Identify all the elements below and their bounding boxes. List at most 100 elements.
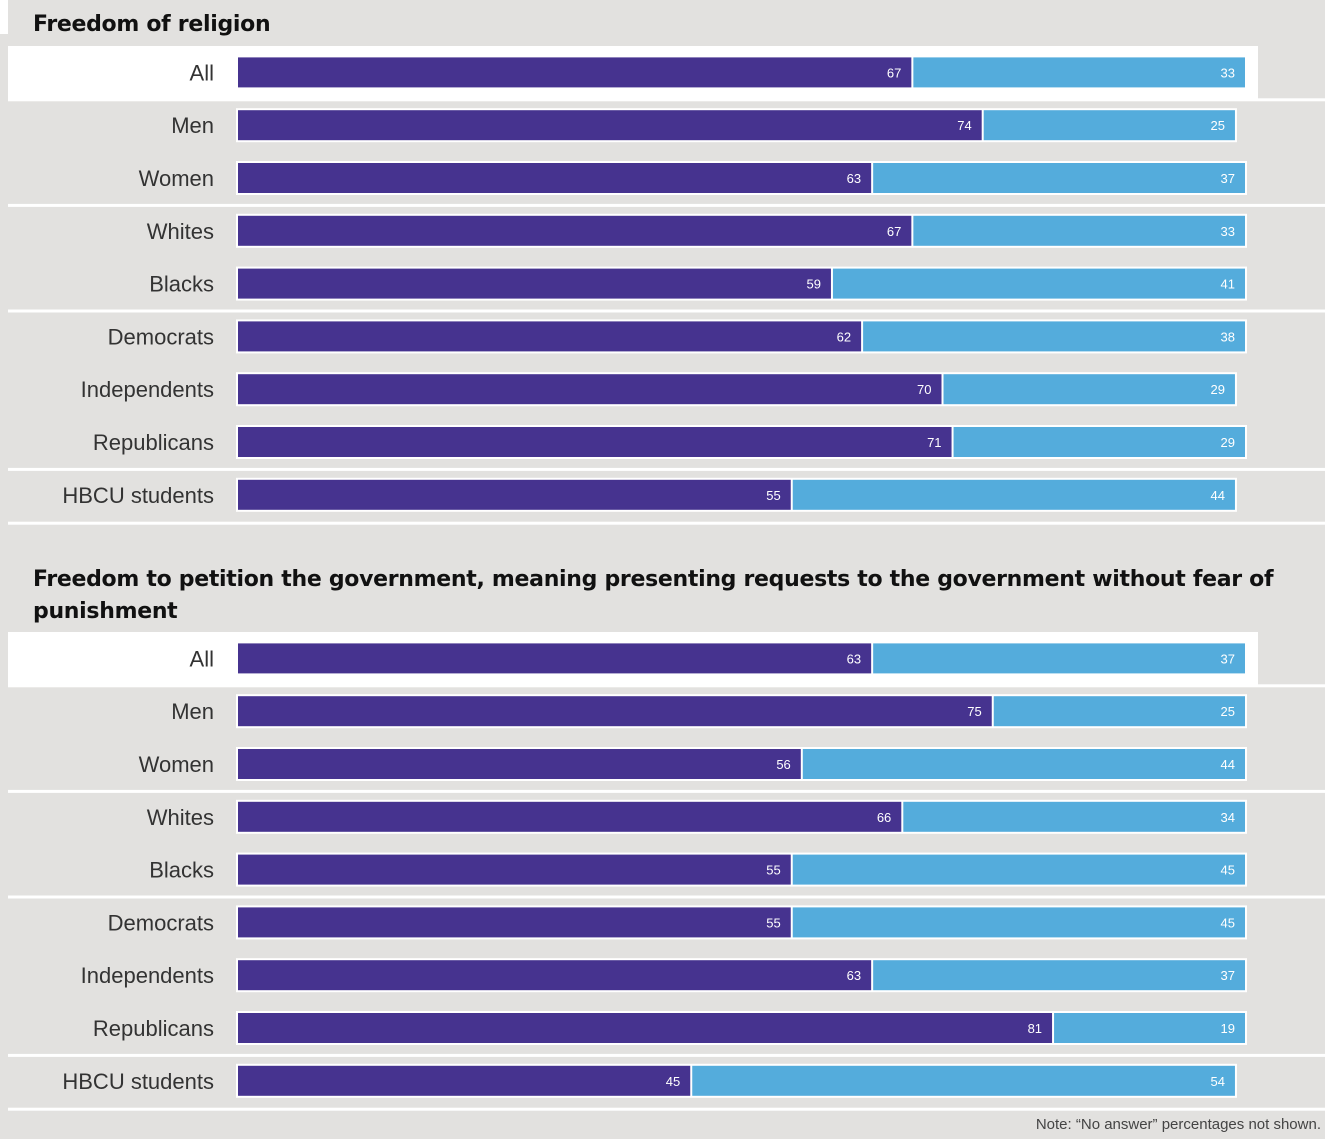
bar-segment-1 [238, 268, 831, 299]
bar-segment-2 [913, 57, 1245, 88]
chart-bottom-line [8, 1107, 1325, 1111]
bar-segment-1 [238, 479, 791, 510]
data-label-2: 54 [1210, 1074, 1224, 1089]
bar-segment-2 [1054, 1013, 1245, 1043]
category-label: Women [139, 166, 214, 191]
group-divider [8, 1053, 1325, 1057]
chart-1-title: Freedom of religion [33, 12, 271, 37]
category-label: Whites [147, 805, 214, 830]
footnote: Note: “No answer” percentages not shown. [1035, 1116, 1321, 1133]
category-label: All [190, 60, 214, 85]
data-label-2: 44 [1221, 757, 1235, 772]
bar-segment-2 [953, 427, 1245, 457]
data-label-1: 75 [967, 704, 981, 719]
data-label-1: 63 [847, 171, 861, 186]
data-label-1: 74 [957, 118, 971, 133]
group-divider [8, 98, 1325, 102]
bar-segment-1 [238, 57, 912, 88]
category-label: Whites [147, 219, 214, 244]
bar-segment-1 [238, 801, 902, 832]
category-label: Republicans [93, 430, 214, 455]
bar-segment-2 [873, 643, 1245, 674]
group-divider [8, 789, 1325, 793]
group-divider [8, 895, 1325, 899]
chart-religion: All 67 33 Men 74 25 Women 63 37 Whites 67 33 Blacks 5… [8, 46, 1325, 525]
data-label-2: 19 [1221, 1021, 1235, 1036]
data-label-1: 81 [1028, 1021, 1042, 1036]
data-label-2: 45 [1221, 915, 1235, 930]
data-label-1: 55 [766, 915, 780, 930]
data-label-1: 62 [837, 329, 851, 344]
group-divider [8, 203, 1325, 207]
bar-segment-1 [238, 960, 872, 991]
category-label: Men [171, 113, 214, 138]
data-label-2: 37 [1221, 171, 1235, 186]
category-label: Women [139, 752, 214, 777]
category-label: Blacks [149, 272, 214, 297]
bar-segment-2 [873, 163, 1245, 193]
bar-segment-2 [863, 321, 1245, 352]
bar-segment-1 [238, 427, 952, 457]
group-divider [8, 467, 1325, 471]
data-label-1: 70 [917, 382, 931, 397]
bar-segment-1 [238, 907, 791, 938]
bar-segment-2 [792, 854, 1245, 885]
data-label-2: 44 [1210, 488, 1224, 503]
bar-segment-1 [238, 696, 992, 727]
bar-segment-1 [238, 749, 801, 779]
bar-segment-1 [238, 163, 872, 193]
data-label-2: 34 [1221, 810, 1235, 825]
group-divider [8, 684, 1325, 688]
category-label: Independents [81, 377, 214, 402]
data-label-2: 37 [1221, 651, 1235, 666]
category-label: All [190, 646, 214, 671]
bar-segment-2 [792, 479, 1235, 510]
category-label: HBCU students [62, 483, 214, 508]
bar-segment-1 [238, 374, 942, 405]
data-label-1: 66 [877, 810, 891, 825]
bar-segment-1 [238, 854, 791, 885]
category-label: Blacks [149, 858, 214, 883]
bar-segment-1 [238, 1013, 1053, 1043]
data-label-1: 55 [766, 863, 780, 878]
data-label-2: 25 [1210, 118, 1224, 133]
data-label-2: 33 [1221, 224, 1235, 239]
category-label: HBCU students [62, 1069, 214, 1094]
bar-segment-2 [873, 960, 1245, 991]
data-label-2: 41 [1221, 277, 1235, 292]
bar-segment-2 [802, 749, 1245, 779]
bar-segment-2 [993, 696, 1245, 727]
data-label-2: 37 [1221, 968, 1235, 983]
bar-segment-2 [792, 907, 1245, 938]
category-label: Republicans [93, 1016, 214, 1041]
bar-segment-2 [943, 374, 1235, 405]
data-label-1: 63 [847, 968, 861, 983]
bar-segment-2 [903, 801, 1245, 832]
bar-segment-2 [983, 110, 1235, 141]
bar-segment-2 [692, 1065, 1235, 1096]
chart-2-title: Freedom to petition the government, mean… [33, 567, 1274, 624]
data-label-2: 29 [1221, 435, 1235, 450]
bar-segment-1 [238, 110, 982, 141]
chart-petition: All 63 37 Men 75 25 Women 56 44 Whites 66 34 Blacks 5… [8, 632, 1325, 1111]
bar-segment-2 [913, 215, 1245, 246]
category-label: Democrats [108, 910, 214, 935]
data-label-2: 45 [1221, 863, 1235, 878]
data-label-2: 25 [1221, 704, 1235, 719]
bar-segment-1 [238, 321, 862, 352]
bar-segment-2 [832, 268, 1245, 299]
bar-segment-1 [238, 215, 912, 246]
data-label-1: 67 [887, 224, 901, 239]
data-label-1: 67 [887, 65, 901, 80]
group-divider [8, 309, 1325, 313]
category-label: Independents [81, 963, 214, 988]
data-label-1: 71 [927, 435, 941, 450]
bar-segment-1 [238, 1065, 691, 1096]
chart-bottom-line [8, 521, 1325, 525]
corner-highlight [0, 0, 8, 34]
data-label-1: 55 [766, 488, 780, 503]
data-label-2: 38 [1221, 329, 1235, 344]
data-label-1: 56 [776, 757, 790, 772]
data-label-1: 63 [847, 651, 861, 666]
bar-segment-1 [238, 643, 872, 674]
